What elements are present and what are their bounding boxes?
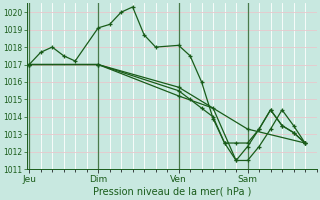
X-axis label: Pression niveau de la mer( hPa ): Pression niveau de la mer( hPa ) (92, 187, 251, 197)
